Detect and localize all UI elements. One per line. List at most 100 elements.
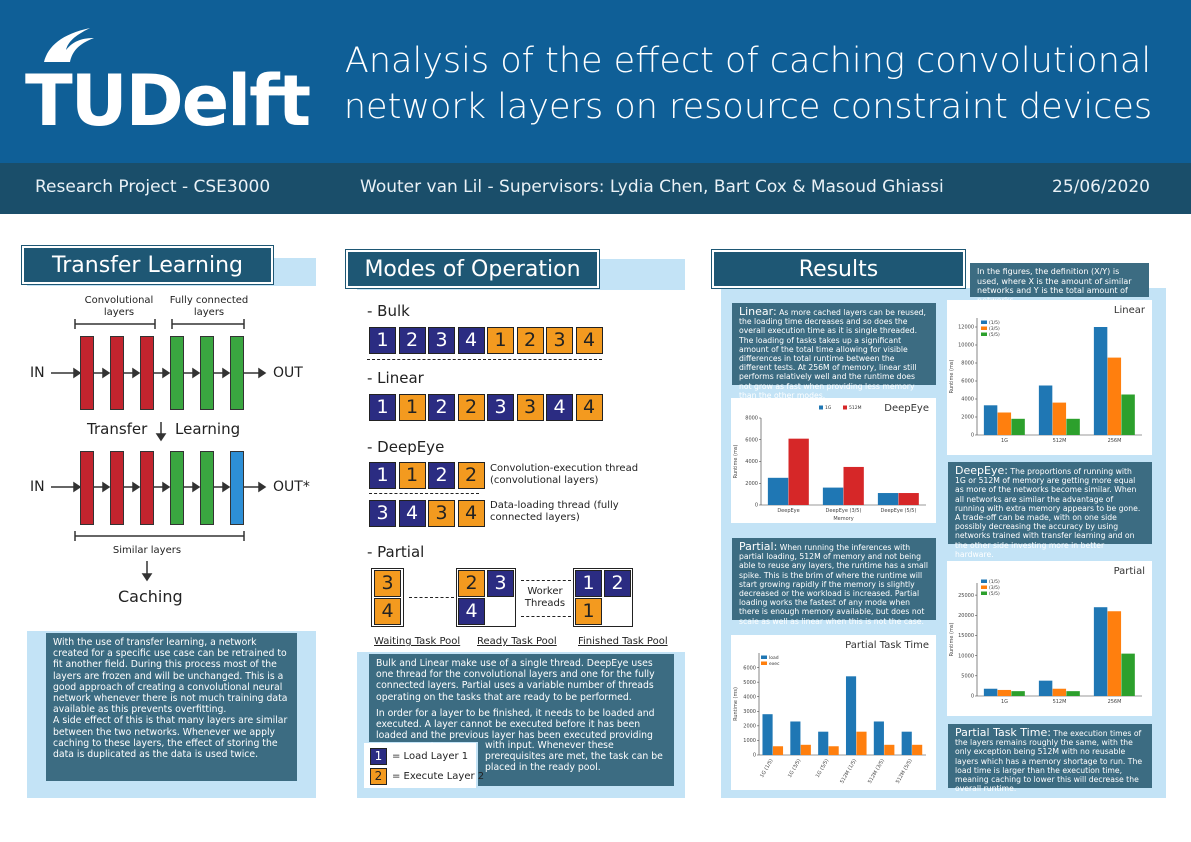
title-line-2: network layers on resource constraint de…: [343, 87, 1153, 127]
in-label-2: IN: [30, 479, 45, 495]
bar: [877, 493, 899, 505]
legend-label: (3/5): [989, 326, 1000, 332]
conv-layer-1: [80, 336, 94, 410]
x-tick-label: DeepEye: [777, 508, 799, 514]
x-tick-label: 512M (3/5): [867, 758, 886, 785]
bulk-dash: [367, 359, 602, 360]
legend-swatch: [761, 661, 767, 665]
linear-text-body: As more cached layers can be reused, the…: [739, 308, 927, 400]
bulk-row-cell: 3: [546, 327, 573, 354]
partial-task-cell: 2: [604, 570, 631, 597]
bar: [856, 731, 867, 755]
deepeye-dash-1: [369, 493, 479, 494]
y-tick-label: 0: [753, 753, 756, 759]
partial-chart: Partial 0 5000 10000 15000 20000 25000 Runtime …: [947, 561, 1152, 716]
deepeye-row2-cell: 3: [369, 500, 396, 527]
info-bar: Research Project - CSE3000 Wouter van Li…: [0, 163, 1191, 214]
ptt-text: Partial Task Time: The execution times o…: [948, 724, 1152, 793]
y-tick-label: 5000: [743, 680, 756, 686]
bar: [1093, 327, 1108, 435]
bar: [983, 688, 998, 696]
bar: [997, 412, 1012, 435]
y-tick-label: 0: [755, 503, 758, 509]
linear-row-cell: 2: [428, 394, 455, 421]
legend-label: (1/5): [989, 320, 1000, 326]
page-title: Analysis of the effect of caching convol…: [338, 38, 1158, 130]
waiting-pool-label: Waiting Task Pool: [374, 636, 461, 647]
y-tick-label: 6000: [745, 437, 758, 443]
bar: [1107, 611, 1122, 696]
legend-label: (1/5): [989, 579, 1000, 585]
legend-swatch: [981, 579, 987, 583]
worker-label: Worker Threads: [524, 586, 566, 609]
partial-label: - Partial: [367, 543, 425, 561]
linear-row-cell: 3: [487, 394, 514, 421]
bar: [1052, 402, 1067, 435]
linear-row-cell: 1: [369, 394, 396, 421]
bar: [818, 731, 829, 755]
bulk-row-cell: 2: [516, 327, 544, 354]
linear-label: - Linear: [367, 369, 424, 387]
legend-swatch: [981, 326, 987, 330]
fc-label: Fully connected layers: [169, 295, 249, 318]
bulk-row-cell: 4: [575, 327, 603, 354]
deepeye-row2-cell: 4: [457, 500, 485, 527]
linear-row-cell: 4: [575, 394, 603, 421]
transfer-text: With the use of transfer learning, a net…: [46, 633, 297, 781]
ready-pool-label: Ready Task Pool: [477, 636, 557, 647]
chart-title: Linear: [1114, 305, 1146, 316]
y-axis-label: Runtime (ms): [949, 623, 955, 657]
y-tick-label: 2000: [743, 724, 756, 730]
modes-text-2: In order for a layer to be finished, it …: [369, 708, 674, 753]
legend-label: 1G: [825, 405, 832, 411]
y-tick-label: 12000: [958, 325, 974, 331]
chart-title: DeepEye: [884, 403, 929, 414]
legend-label: (3/5): [989, 585, 1000, 591]
conv-label: Convolutional layers: [84, 295, 154, 318]
chart-title: Partial: [1114, 566, 1145, 577]
bulk-row-cell: 2: [398, 327, 426, 354]
fc-layer-2b: [200, 451, 214, 525]
y-tick-label: 4000: [745, 459, 758, 465]
deepeye-text: DeepEye: The proportions of running with…: [948, 462, 1152, 559]
partial-dash-3: [521, 616, 571, 617]
bar: [884, 744, 895, 755]
partial-chart-svg: Partial 0 5000 10000 15000 20000 25000 Runtime …: [949, 566, 1145, 705]
partial-text-head: Partial:: [739, 540, 778, 553]
ptt-text-head: Partial Task Time:: [955, 726, 1051, 739]
x-tick-label: 1G: [1001, 438, 1008, 444]
legend-load-label: = Load Layer 1: [392, 751, 469, 762]
legend-swatch: [819, 405, 823, 410]
transfer-diagram: Convolutional layers Fully connected lay…: [27, 286, 316, 631]
y-tick-label: 6000: [743, 665, 756, 671]
bulk-row-cell: 1: [369, 327, 396, 354]
bar: [1038, 385, 1053, 435]
bar: [767, 477, 789, 505]
y-axis-label: Runtime (ms): [733, 687, 739, 721]
y-axis-label: Runtime (ms): [949, 360, 955, 394]
bar: [790, 721, 801, 755]
bar: [1093, 607, 1108, 696]
bar: [1107, 357, 1122, 435]
chart-title: Partial Task Time: [845, 640, 929, 651]
y-tick-label: 3000: [743, 709, 756, 715]
y-tick-label: 0: [971, 433, 974, 439]
x-axis-label: Memory: [833, 516, 853, 522]
deepeye-row2-cell: 4: [398, 500, 426, 527]
legend-label: (5/5): [989, 332, 1000, 338]
linear-chart: Linear 0 2000 4000 6000 8000 10000 12000 Runtime…: [947, 300, 1152, 455]
y-tick-label: 15000: [958, 633, 974, 639]
deepeye-row2-cell: 3: [428, 500, 455, 527]
out-label-2: OUT*: [273, 479, 310, 495]
bar: [997, 689, 1012, 696]
bar: [1066, 691, 1080, 696]
modes-title: Modes of Operation: [346, 250, 599, 288]
data-thread-label: Data-loading thread (fully connected lay…: [490, 500, 619, 523]
legend-exec-swatch: 2: [370, 768, 387, 785]
linear-text: Linear: As more cached layers can be reu…: [732, 303, 936, 400]
linear-row-cell: 3: [516, 394, 544, 421]
x-tick-label: 1G (5/5): [815, 758, 831, 779]
deepeye-row1-cell: 1: [369, 462, 396, 489]
bar: [873, 721, 884, 755]
